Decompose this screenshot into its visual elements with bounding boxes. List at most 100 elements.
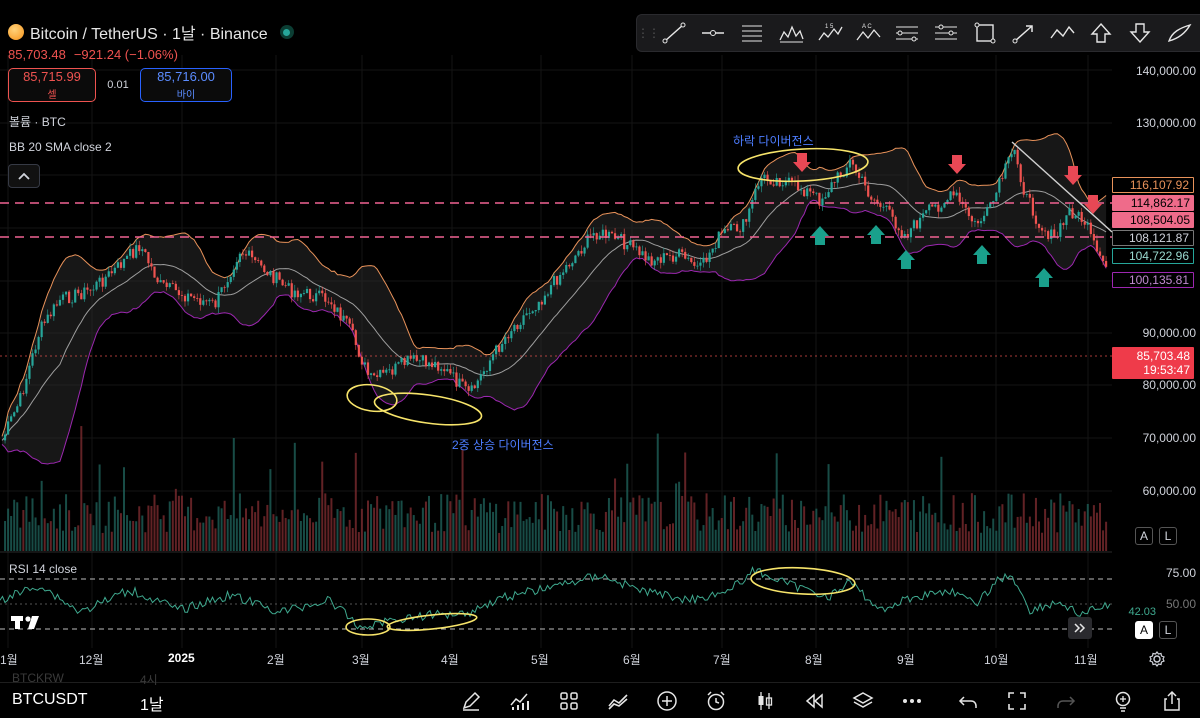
- log-scale-button[interactable]: L: [1159, 527, 1177, 545]
- candle-body: [1047, 231, 1050, 239]
- volume-bar: [199, 522, 202, 551]
- volume-bar: [675, 483, 678, 551]
- volume-bar: [525, 519, 528, 551]
- brush-icon: [1167, 23, 1192, 43]
- replay-button[interactable]: [801, 688, 827, 714]
- arrow-down-marker-tool[interactable]: [1121, 18, 1160, 48]
- current-price-value: 85,703.48: [1136, 349, 1190, 363]
- collapse-legend-button[interactable]: [8, 164, 40, 188]
- horizontal-ray-tool[interactable]: [733, 18, 772, 48]
- candle-body: [821, 198, 824, 206]
- candle-body: [900, 230, 903, 237]
- volume-indicator-label[interactable]: 볼륨 · BTC: [9, 115, 66, 129]
- candle-body: [223, 287, 226, 289]
- candle-body: [299, 293, 302, 298]
- brush-tool[interactable]: [1159, 18, 1198, 48]
- volume-bar: [46, 523, 49, 551]
- draw-tool-button[interactable]: [458, 688, 484, 714]
- compare-button[interactable]: [605, 688, 631, 714]
- bollinger-indicator-label[interactable]: BB 20 SMA close 2: [9, 140, 112, 154]
- volume-bar: [839, 505, 842, 551]
- indicators-button[interactable]: [507, 688, 533, 714]
- volume-bar: [861, 531, 864, 551]
- auto-scale-button[interactable]: A: [1135, 527, 1153, 545]
- share-button[interactable]: [1159, 688, 1185, 714]
- volume-bar: [571, 508, 574, 551]
- candle-body: [400, 358, 403, 363]
- volume-bar: [1044, 508, 1047, 551]
- volume-bar: [354, 452, 357, 551]
- rsi-indicator-label[interactable]: RSI 14 close: [9, 562, 78, 576]
- symbol-selector[interactable]: BTCUSDT: [12, 691, 88, 708]
- volume-bar: [71, 530, 74, 551]
- candle-body: [74, 289, 77, 303]
- elliott-impulse-wave-tool[interactable]: 1 5: [810, 18, 849, 48]
- alert-button[interactable]: [703, 688, 729, 714]
- rsi-current-value: 42.03: [1128, 606, 1156, 618]
- more-button[interactable]: [899, 688, 925, 714]
- candle-body: [665, 253, 668, 256]
- candle-body: [1083, 221, 1086, 225]
- volume-bar: [803, 506, 806, 551]
- undo-button[interactable]: [955, 688, 981, 714]
- regression-tool[interactable]: [927, 18, 966, 48]
- candle-body: [1013, 149, 1016, 155]
- candle-body: [647, 256, 650, 261]
- candle-body: [357, 345, 360, 357]
- volume-bar: [989, 528, 992, 551]
- toolbar-drag-handle-icon[interactable]: ⋮⋮: [637, 26, 660, 40]
- elliott-correction-wave-tool[interactable]: A C: [849, 18, 888, 48]
- fullscreen-button[interactable]: [1004, 688, 1030, 714]
- candle-body: [876, 199, 879, 203]
- candle-body: [742, 219, 745, 232]
- rectangle-tool[interactable]: [965, 18, 1004, 48]
- candle-body: [973, 220, 977, 222]
- chart-type-button[interactable]: [752, 688, 778, 714]
- volume-bar: [467, 530, 470, 551]
- volume-bar: [656, 433, 659, 551]
- candle-body: [931, 204, 934, 207]
- arrow-up-icon: [1090, 22, 1112, 43]
- volume-bar: [922, 496, 925, 551]
- candle-body: [501, 343, 504, 352]
- candle-body: [992, 201, 995, 203]
- candle-body: [80, 293, 83, 300]
- candle-body: [461, 378, 464, 382]
- volume-bar: [284, 517, 287, 551]
- candle-body: [479, 374, 482, 381]
- arrow-tool[interactable]: [1004, 18, 1043, 48]
- rsi-log-scale-button[interactable]: L: [1159, 621, 1177, 639]
- candle-body: [906, 234, 909, 238]
- volume-bar: [543, 529, 546, 551]
- volume-bar: [312, 522, 315, 551]
- sell-button[interactable]: 85,715.99 셀: [8, 68, 96, 102]
- add-button[interactable]: [654, 688, 680, 714]
- scroll-to-realtime-button[interactable]: [1068, 617, 1092, 639]
- candle-body: [202, 300, 205, 305]
- candle-body: [229, 276, 232, 283]
- ideas-button[interactable]: [1110, 688, 1136, 714]
- rsi-auto-scale-button[interactable]: A: [1135, 621, 1153, 639]
- volume-bar: [418, 523, 421, 551]
- candle-body: [653, 260, 656, 266]
- chart-settings-button[interactable]: [1148, 650, 1166, 668]
- arrow-up-marker-tool[interactable]: [1082, 18, 1121, 48]
- horizontal-line-tool[interactable]: [694, 18, 733, 48]
- timeframe-selector[interactable]: 1날: [140, 697, 164, 714]
- redo-button[interactable]: [1053, 688, 1079, 714]
- volume-bar: [653, 501, 656, 551]
- layout-grid-button[interactable]: [556, 688, 582, 714]
- volume-bar: [501, 525, 504, 551]
- buy-button[interactable]: 85,716.00 바이: [140, 68, 232, 102]
- candle-body: [13, 412, 16, 417]
- trend-line-tool[interactable]: [655, 18, 694, 48]
- pattern-tool[interactable]: [771, 18, 810, 48]
- object-tree-button[interactable]: [850, 688, 876, 714]
- candle-body: [199, 298, 202, 305]
- symbol-header[interactable]: Bitcoin / TetherUS · 1날 · Binance: [8, 20, 294, 44]
- volume-bar: [684, 452, 687, 551]
- parallel-channel-tool[interactable]: [888, 18, 927, 48]
- candle-body: [702, 257, 705, 263]
- polyline-tool[interactable]: [1043, 18, 1082, 48]
